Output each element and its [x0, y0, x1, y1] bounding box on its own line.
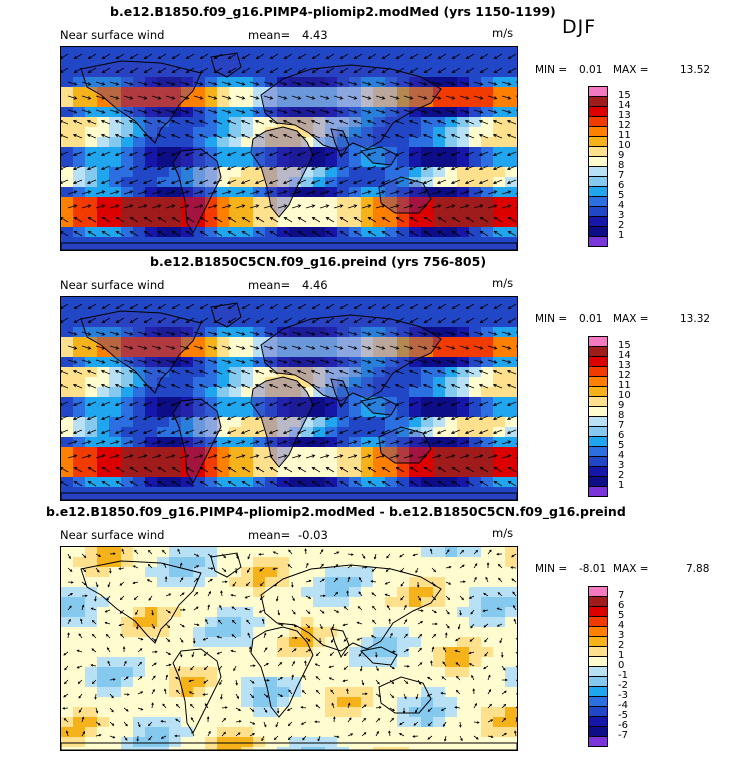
colorbar-label: 1 — [618, 230, 625, 241]
panel-2-colorbar — [588, 336, 608, 497]
colorbar-label: 15 — [618, 90, 631, 101]
colorbar-label: 1 — [618, 480, 625, 491]
colorbar-label: -2 — [618, 680, 628, 691]
colorbar-swatch — [588, 486, 608, 497]
panel-3-mean-value: -0.03 — [298, 528, 328, 542]
panel-2-variable: Near surface wind — [60, 278, 165, 292]
panel-2-max-label: MAX = — [613, 313, 649, 325]
colorbar-label: 2 — [618, 640, 625, 651]
colorbar-label: 14 — [618, 350, 631, 361]
colorbar-label: 6 — [618, 600, 625, 611]
colorbar-label: 11 — [618, 130, 631, 141]
colorbar-label: -5 — [618, 710, 628, 721]
panel-3-map — [60, 546, 518, 751]
colorbar-label: -1 — [618, 670, 628, 681]
colorbar-label: 7 — [618, 420, 625, 431]
colorbar-label: 10 — [618, 140, 631, 151]
wind-field — [61, 547, 517, 750]
colorbar-label: 2 — [618, 470, 625, 481]
colorbar-label: 7 — [618, 170, 625, 181]
colorbar-label: 12 — [618, 120, 631, 131]
colorbar-label: 4 — [618, 450, 625, 461]
panel-2-map — [60, 296, 518, 501]
panel-2-units: m/s — [492, 276, 514, 290]
panel-2-title: b.e12.B1850C5CN.f09_g16.preind (yrs 756-… — [150, 254, 487, 269]
colorbar-label: 5 — [618, 440, 625, 451]
panel-1-units: m/s — [492, 26, 514, 40]
colorbar-label: 4 — [618, 200, 625, 211]
panel-2-mean-value: 4.46 — [302, 278, 328, 292]
coastlines — [61, 302, 517, 500]
panel-1-min-value: 0.01 — [579, 64, 603, 76]
colorbar-label: 3 — [618, 630, 625, 641]
colorbar-swatch — [588, 236, 608, 247]
colorbar-label: 0 — [618, 660, 625, 671]
colorbar-label: -3 — [618, 690, 628, 701]
coastlines — [61, 52, 517, 250]
panel-1-mean-value: 4.43 — [302, 28, 328, 42]
panel-3-units: m/s — [492, 526, 514, 540]
panel-2-min-value: 0.01 — [579, 313, 603, 325]
colorbar-label: 1 — [618, 650, 625, 661]
colorbar-label: 12 — [618, 370, 631, 381]
colorbar-label: 3 — [618, 460, 625, 471]
colorbar-label: -4 — [618, 700, 628, 711]
wind-vectors — [61, 53, 517, 237]
colorbar-label: 13 — [618, 360, 631, 371]
colorbar-swatch — [588, 736, 608, 747]
panel-3-min-label: MIN = — [535, 563, 568, 575]
panel-2-mean-label: mean= — [248, 278, 291, 292]
colorbar-label: 8 — [618, 160, 625, 171]
colorbar-label: 7 — [618, 590, 625, 601]
colorbar-label: 6 — [618, 180, 625, 191]
colorbar-label: 2 — [618, 220, 625, 231]
colorbar-label: -7 — [618, 730, 628, 741]
colorbar-label: 5 — [618, 190, 625, 201]
panel-3-title: b.e12.B1850.f09_g16.PIMP4-pliomip2.modMe… — [46, 504, 626, 519]
season-label: DJF — [562, 16, 597, 38]
colorbar-label: 10 — [618, 390, 631, 401]
colorbar-label: 13 — [618, 110, 631, 121]
panel-1-max-value: 13.52 — [680, 64, 711, 76]
wind-vectors — [61, 303, 517, 487]
panel-2-max-value: 13.32 — [680, 313, 711, 325]
panel-1-variable: Near surface wind — [60, 28, 165, 42]
panel-1-min-label: MIN = — [535, 64, 568, 76]
wind-vectors — [62, 548, 517, 742]
wind-field — [61, 47, 517, 250]
colorbar-label: 8 — [618, 410, 625, 421]
panel-3-min-value: -8.01 — [579, 563, 607, 575]
panel-1-title: b.e12.B1850.f09_g16.PIMP4-pliomip2.modMe… — [110, 4, 556, 19]
coastlines — [61, 552, 517, 750]
colorbar-label: 9 — [618, 150, 625, 161]
panel-2-min-label: MIN = — [535, 313, 568, 325]
colorbar-label: -6 — [618, 720, 628, 731]
panel-1-colorbar — [588, 86, 608, 247]
colorbar-label: 6 — [618, 430, 625, 441]
colorbar-label: 15 — [618, 340, 631, 351]
colorbar-label: 3 — [618, 210, 625, 221]
panel-3-colorbar — [588, 586, 608, 747]
panel-1-map — [60, 46, 518, 251]
colorbar-label: 9 — [618, 400, 625, 411]
panel-1-max-label: MAX = — [613, 64, 649, 76]
panel-3-max-value: 7.88 — [686, 563, 710, 575]
colorbar-label: 11 — [618, 380, 631, 391]
panel-1-mean-label: mean= — [248, 28, 291, 42]
colorbar-label: 5 — [618, 610, 625, 621]
panel-3-max-label: MAX = — [613, 563, 649, 575]
panel-3-variable: Near surface wind — [60, 528, 165, 542]
panel-3-mean-label: mean= — [248, 528, 291, 542]
colorbar-label: 14 — [618, 100, 631, 111]
colorbar-label: 4 — [618, 620, 625, 631]
